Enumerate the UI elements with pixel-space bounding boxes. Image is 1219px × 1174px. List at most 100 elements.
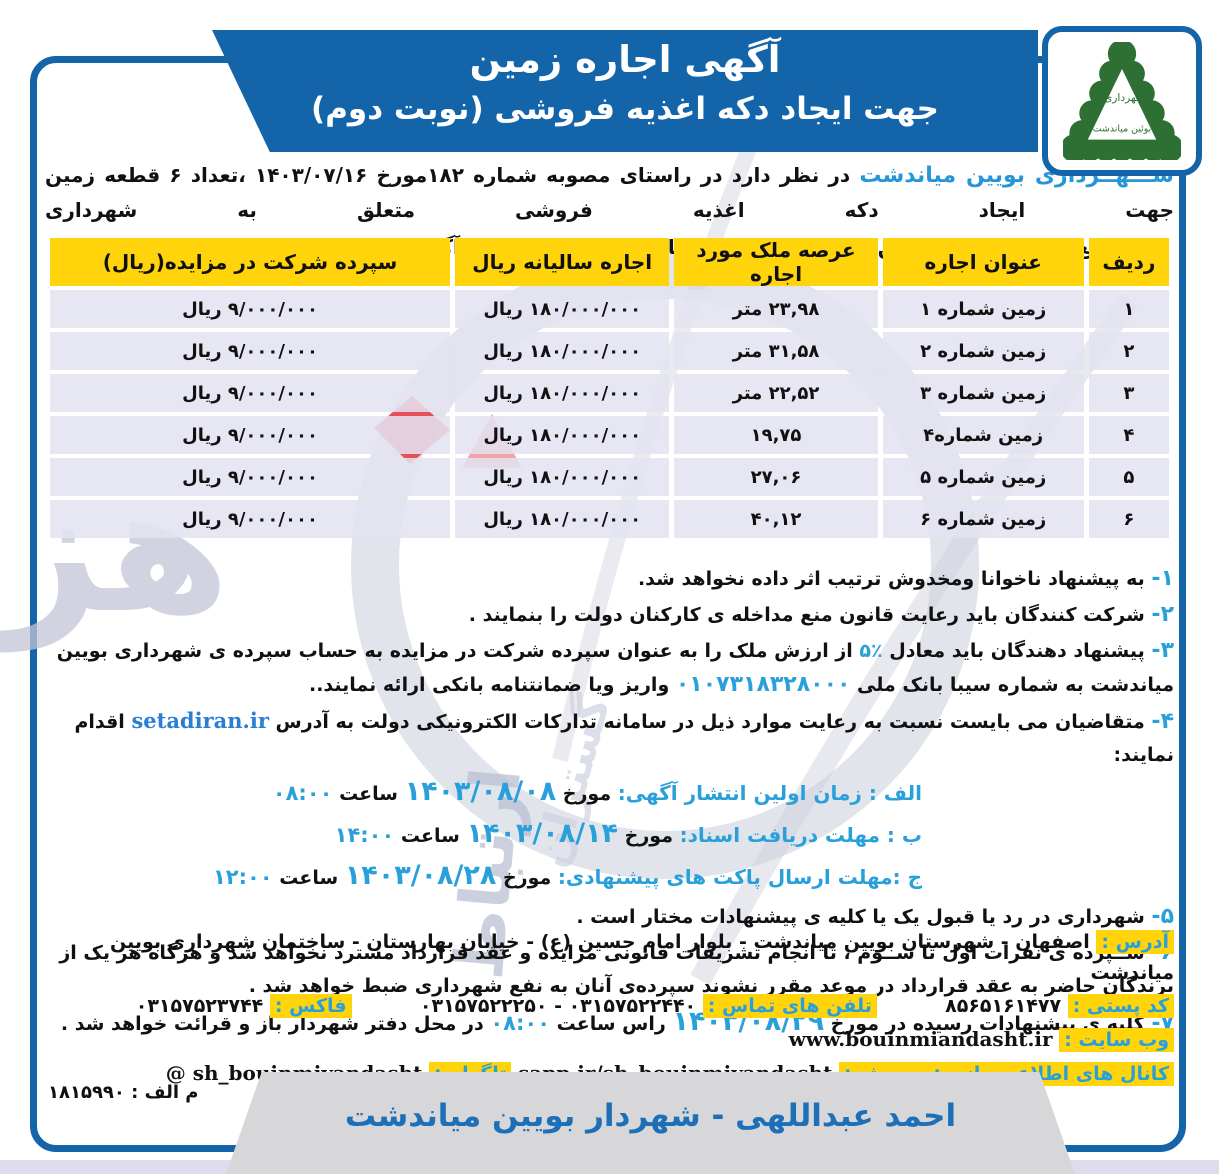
website-label: وب سایت :: [1059, 1028, 1174, 1052]
cell-row-number: ۴: [1088, 416, 1169, 454]
logo-caption-bottom: بوئین میاندشت: [1093, 124, 1152, 135]
cell-deposit: ۹/۰۰۰/۰۰۰ ریال: [50, 500, 451, 538]
cell-area: ۲۲,۵۲ متر: [674, 374, 878, 412]
publish-time: ۰۸:۰۰: [272, 781, 333, 805]
schedule-item-documents: ب : مهلت دریافت اسناد: مورخ ۱۴۰۳/۰۸/۱۴ س…: [45, 814, 922, 856]
website-url[interactable]: www.bouinmiandasht.ir: [788, 1027, 1053, 1051]
fax-value: ۰۳۱۵۷۵۲۳۷۴۴: [135, 995, 264, 1017]
logo-caption-top: شهرداری: [1104, 91, 1145, 104]
lots-table: ردیف عنوان اجاره عرصه ملک مورد اجاره اجا…: [45, 234, 1174, 542]
documents-deadline-date: ۱۴۰۳/۰۸/۱۴: [466, 818, 619, 849]
note-7-text2: راس ساعت: [550, 1013, 673, 1035]
word-dated: مورخ: [624, 825, 673, 847]
lots-table-body: ۱ زمین شماره ۱ ۲۳,۹۸ متر ۱۸۰/۰۰۰/۰۰۰ ریا…: [50, 290, 1169, 538]
address-value: اصفهان - شهرستان بویین میاندشت - بلوار ا…: [110, 931, 1174, 984]
cell-lease-title: زمین شماره ۱: [882, 290, 1084, 328]
note-1: ۱- به پیشنهاد ناخوانا ومخدوش ترتیب اثر د…: [45, 562, 1174, 596]
address-row: آدرس : اصفهان - شهرستان بویین میاندشت - …: [45, 927, 1174, 989]
cell-annual-rent: ۱۸۰/۰۰۰/۰۰۰ ریال: [455, 332, 670, 370]
word-hour: ساعت: [279, 867, 339, 889]
ad-title-line1: آگهی اجاره زمین: [469, 38, 781, 81]
publish-date: ۱۴۰۳/۰۸/۰۸: [404, 776, 557, 807]
postal-code-value: ۸۵۶۵۱۶۱۴۷۷: [945, 995, 1062, 1017]
website-row: وب سایت : www.bouinmiandasht.ir: [45, 1024, 1174, 1056]
note-4-text2: اقدام نمایند:: [74, 711, 1174, 766]
col-header-area: عرصه ملک مورد اجاره: [674, 238, 878, 286]
word-dated: مورخ: [562, 783, 612, 805]
cell-row-number: ۵: [1088, 458, 1169, 496]
schedule-item-publish: الف : زمان اولین انتشار آگهی: مورخ ۱۴۰۳/…: [45, 772, 922, 814]
bank-account-number: ۰۱۰۷۳۱۸۳۲۸۰۰۰: [675, 672, 851, 697]
cell-deposit: ۹/۰۰۰/۰۰۰ ریال: [50, 374, 451, 412]
note-3-number: ۳-: [1151, 638, 1174, 663]
schedule-documents-label: ب : مهلت دریافت اسناد:: [679, 823, 922, 847]
cell-annual-rent: ۱۸۰/۰۰۰/۰۰۰ ریال: [455, 374, 670, 412]
note-3-text: پیشنهاد دهندگان باید معادل: [882, 640, 1145, 662]
note-1-number: ۱-: [1151, 566, 1174, 591]
opening-time: ۰۸:۰۰: [490, 1011, 551, 1035]
cell-area: ۴۰,۱۲: [674, 500, 878, 538]
intro-part2: تعداد ۶ قطعه زمین جهت ایجاد دکه اغذیه فر…: [45, 163, 1174, 222]
intro-part1: در نظر دارد در راستای مصوبه شماره ۱۸۲مور…: [238, 163, 860, 187]
note-2-text: شرکت کنندگان باید رعایت قانون منع مداخله…: [468, 604, 1145, 626]
note-5-number: ۵-: [1151, 904, 1174, 929]
cell-lease-title: زمین شماره ۶: [882, 500, 1084, 538]
signature-band: احمد عبداللهی - شهردار بویین میاندشت: [226, 1072, 1075, 1174]
cell-lease-title: زمین شماره ۲: [882, 332, 1084, 370]
postal-code-label: کد پستی :: [1067, 994, 1174, 1018]
contact-section: آدرس : اصفهان - شهرستان بویین میاندشت - …: [45, 925, 1174, 1090]
phones-label: تلفن های تماس :: [702, 994, 877, 1018]
note-2: ۲- شرکت کنندگان باید رعایت قانون منع مدا…: [45, 598, 1174, 632]
envelopes-deadline-date: ۱۴۰۳/۰۸/۲۸: [344, 860, 497, 891]
table-row: ۴ زمین شماره۴ ۱۹,۷۵ ۱۸۰/۰۰۰/۰۰۰ ریال ۹/۰…: [50, 416, 1169, 454]
cell-row-number: ۳: [1088, 374, 1169, 412]
ad-serial-number: م الف : ۱۸۱۵۹۹۰: [48, 1082, 199, 1103]
note-6-text: ســپرده ی نفرات اول تا ســوم ، تا انجام …: [59, 942, 1174, 997]
note-1-text: به پیشنهاد ناخوانا ومخدوش ترتیب اثر داده…: [637, 568, 1145, 590]
cell-lease-title: زمین شماره ۵: [882, 458, 1084, 496]
col-header-row-number: ردیف: [1088, 238, 1169, 286]
cell-lease-title: زمین شماره ۳: [882, 374, 1084, 412]
cell-deposit: ۹/۰۰۰/۰۰۰ ریال: [50, 332, 451, 370]
word-hour: ساعت: [400, 825, 460, 847]
cell-annual-rent: ۱۸۰/۰۰۰/۰۰۰ ریال: [455, 416, 670, 454]
cell-deposit: ۹/۰۰۰/۰۰۰ ریال: [50, 416, 451, 454]
municipality-logo-icon: شهرداری بوئین میاندشت: [1063, 42, 1181, 160]
note-4: ۴- متقاضیان می بایست نسبت به رعایت موارد…: [45, 704, 1174, 772]
note-4-number: ۴-: [1151, 709, 1174, 734]
mayor-signature: احمد عبداللهی - شهردار بویین میاندشت: [344, 1098, 957, 1134]
word-dated: مورخ: [502, 867, 552, 889]
cell-area: ۱۹,۷۵: [674, 416, 878, 454]
phones-value: ۰۳۱۵۷۵۲۲۴۴۰ - ۰۳۱۵۷۵۲۲۲۵۰: [419, 995, 697, 1017]
cell-area: ۲۷,۰۶: [674, 458, 878, 496]
deposit-percent: ٪۵: [859, 640, 883, 662]
table-row: ۳ زمین شماره ۳ ۲۲,۵۲ متر ۱۸۰/۰۰۰/۰۰۰ ریا…: [50, 374, 1169, 412]
table-row: ۵ زمین شماره ۵ ۲۷,۰۶ ۱۸۰/۰۰۰/۰۰۰ ریال ۹/…: [50, 458, 1169, 496]
col-header-deposit: سپرده شرکت در مزایده(ریال): [50, 238, 451, 286]
note-2-number: ۲-: [1151, 602, 1174, 627]
schedule-publish-label: الف : زمان اولین انتشار آگهی:: [617, 781, 922, 805]
col-header-annual-rent: اجاره سالیانه ریال: [455, 238, 670, 286]
header-band: آگهی اجاره زمین جهت ایجاد دکه اغذیه فروش…: [212, 30, 1038, 152]
address-label: آدرس :: [1096, 930, 1174, 954]
ad-title-line2: جهت ایجاد دکه اغذیه فروشی (نوبت دوم): [311, 91, 939, 127]
cell-lease-title: زمین شماره۴: [882, 416, 1084, 454]
table-row: ۲ زمین شماره ۲ ۳۱,۵۸ متر ۱۸۰/۰۰۰/۰۰۰ ریا…: [50, 332, 1169, 370]
postal-phone-row: کد پستی : ۸۵۶۵۱۶۱۴۷۷ تلفن های تماس : ۰۳۱…: [45, 991, 1174, 1022]
word-hour: ساعت: [339, 783, 398, 805]
cell-deposit: ۹/۰۰۰/۰۰۰ ریال: [50, 458, 451, 496]
cell-annual-rent: ۱۸۰/۰۰۰/۰۰۰ ریال: [455, 500, 670, 538]
note-7-text3: در محل دفتر شهردار باز و قرائت خواهد شد …: [60, 1013, 491, 1035]
table-row: ۱ زمین شماره ۱ ۲۳,۹۸ متر ۱۸۰/۰۰۰/۰۰۰ ریا…: [50, 290, 1169, 328]
col-header-lease-title: عنوان اجاره: [882, 238, 1084, 286]
note-6: ۶- ســپرده ی نفرات اول تا ســوم ، تا انج…: [45, 936, 1174, 1003]
setadiran-link[interactable]: setadiran.ir: [131, 708, 269, 733]
note-5-text: شهرداری در رد یا قبول یک یا کلیه ی پیشنه…: [576, 906, 1145, 928]
documents-deadline-time: ۱۴:۰۰: [334, 823, 395, 847]
intro-line1: شـــهــرداری بویین میاندشت در نظر دارد د…: [45, 158, 1174, 227]
cell-annual-rent: ۱۸۰/۰۰۰/۰۰۰ ریال: [455, 290, 670, 328]
table-row: ۶ زمین شماره ۶ ۴۰,۱۲ ۱۸۰/۰۰۰/۰۰۰ ریال ۹/…: [50, 500, 1169, 538]
cell-area: ۳۱,۵۸ متر: [674, 332, 878, 370]
note-3: ۳- پیشنهاد دهندگان باید معادل ٪۵ از ارزش…: [45, 634, 1174, 702]
